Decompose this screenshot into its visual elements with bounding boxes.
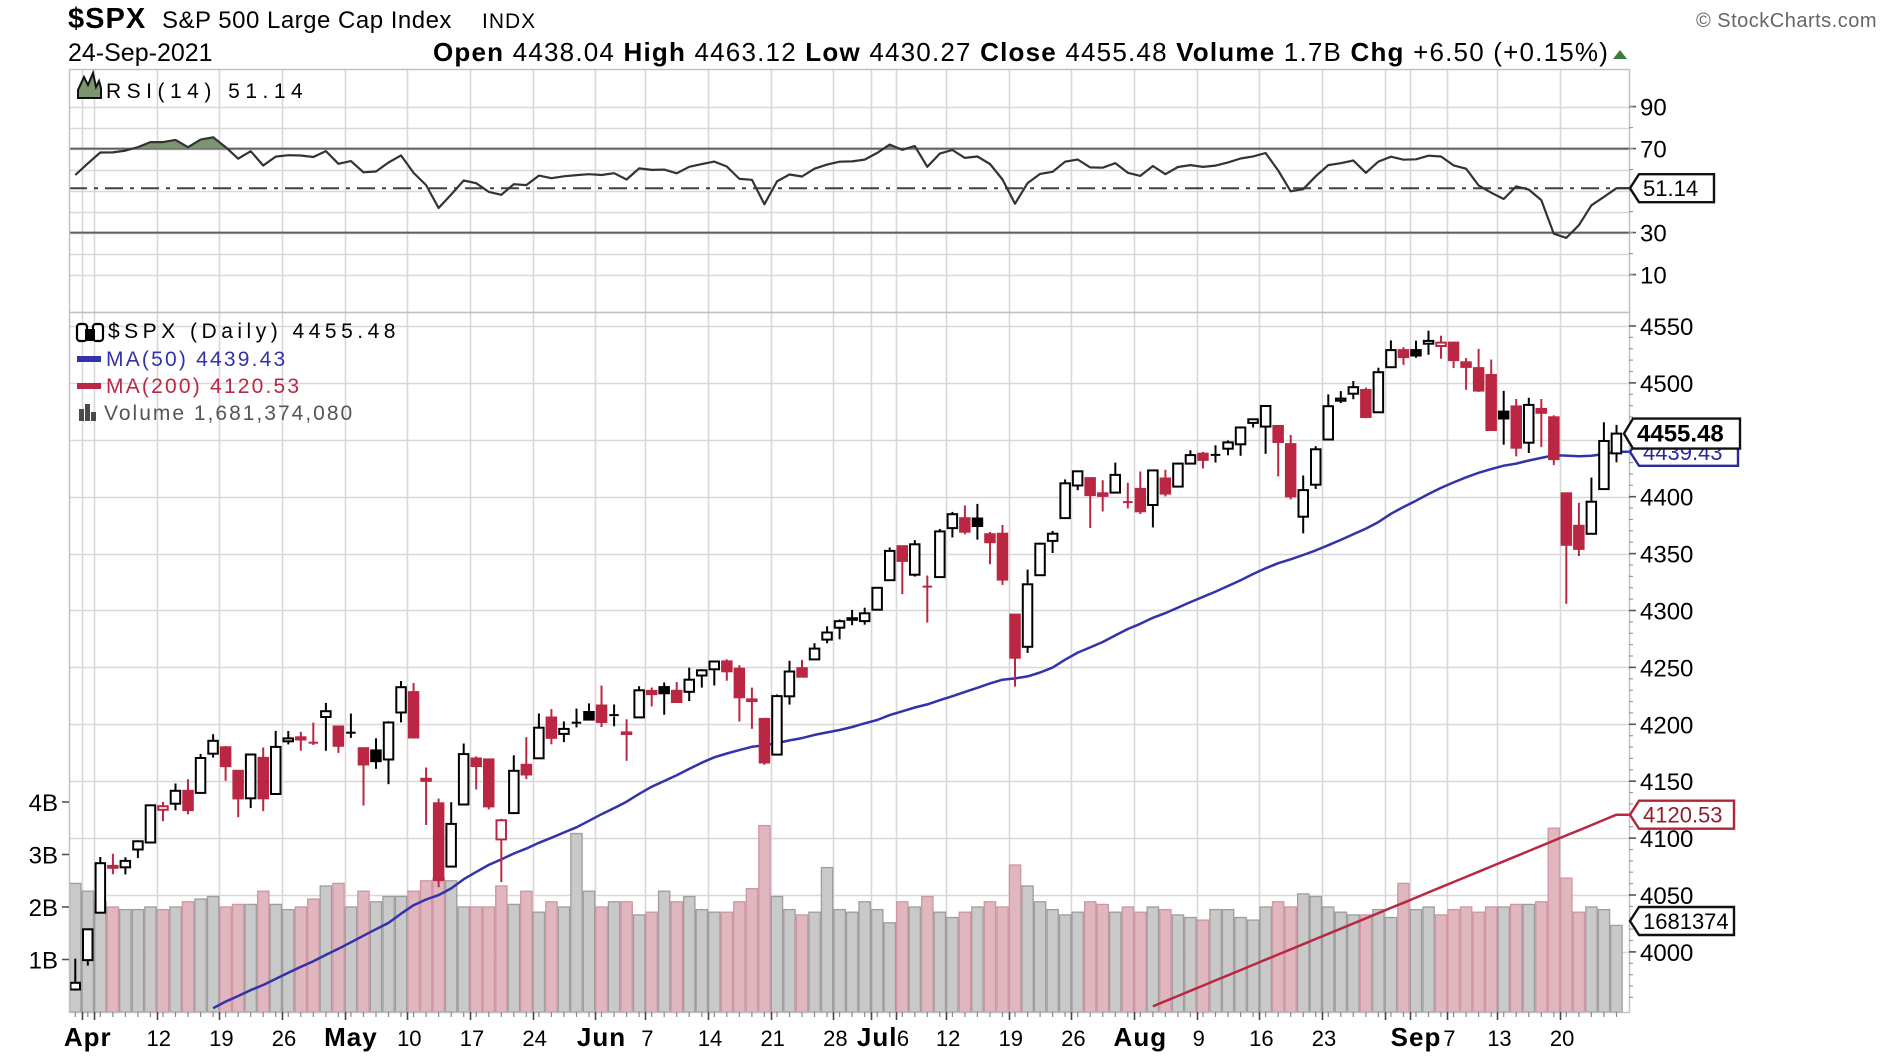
svg-text:30: 30 — [1640, 221, 1667, 248]
svg-text:4200: 4200 — [1640, 712, 1693, 739]
svg-text:26: 26 — [1061, 1026, 1085, 1051]
svg-text:4150: 4150 — [1640, 769, 1693, 796]
svg-text:4050: 4050 — [1640, 883, 1693, 910]
svg-text:24: 24 — [522, 1026, 546, 1051]
svg-text:20: 20 — [1550, 1026, 1574, 1051]
svg-text:RSI(14) 51.14: RSI(14) 51.14 — [106, 80, 308, 103]
svg-text:Open 4438.04 High 4463.12 Low: Open 4438.04 High 4463.12 Low 4430.27 Cl… — [433, 37, 1609, 67]
svg-text:$SPX (Daily) 4455.48: $SPX (Daily) 4455.48 — [108, 320, 400, 343]
svg-text:70: 70 — [1640, 137, 1667, 164]
svg-text:4300: 4300 — [1640, 599, 1693, 626]
svg-text:2B: 2B — [29, 895, 58, 922]
svg-text:May: May — [324, 1022, 378, 1052]
svg-text:$SPX: $SPX — [68, 3, 146, 35]
svg-text:12: 12 — [936, 1026, 960, 1051]
svg-text:12: 12 — [146, 1026, 170, 1051]
svg-text:MA(200) 4120.53: MA(200) 4120.53 — [106, 375, 301, 398]
svg-text:90: 90 — [1640, 95, 1667, 122]
svg-text:© StockCharts.com: © StockCharts.com — [1696, 10, 1877, 32]
svg-text:4500: 4500 — [1640, 371, 1693, 398]
svg-text:4550: 4550 — [1640, 314, 1693, 341]
svg-text:14: 14 — [698, 1026, 722, 1051]
svg-text:13: 13 — [1487, 1026, 1511, 1051]
svg-text:24-Sep-2021: 24-Sep-2021 — [68, 39, 213, 67]
svg-text:4120.53: 4120.53 — [1643, 803, 1723, 828]
svg-text:4B: 4B — [29, 790, 58, 817]
svg-text:26: 26 — [272, 1026, 296, 1051]
svg-text:9: 9 — [1193, 1026, 1205, 1051]
svg-text:MA(50) 4439.43: MA(50) 4439.43 — [106, 348, 287, 371]
svg-text:Aug: Aug — [1114, 1022, 1168, 1052]
svg-text:10: 10 — [397, 1026, 421, 1051]
svg-text:S&P 500 Large Cap Index: S&P 500 Large Cap Index — [162, 7, 452, 34]
svg-text:21: 21 — [760, 1026, 784, 1051]
svg-text:23: 23 — [1312, 1026, 1336, 1051]
svg-text:1681374: 1681374 — [1643, 909, 1729, 934]
svg-text:17: 17 — [460, 1026, 484, 1051]
svg-text:16: 16 — [1249, 1026, 1273, 1051]
svg-text:4400: 4400 — [1640, 485, 1693, 512]
svg-text:Jun: Jun — [577, 1022, 626, 1052]
svg-text:7: 7 — [641, 1026, 653, 1051]
svg-text:19: 19 — [209, 1026, 233, 1051]
svg-text:7: 7 — [1443, 1026, 1455, 1051]
svg-text:Volume 1,681,374,080: Volume 1,681,374,080 — [104, 402, 354, 425]
svg-text:INDX: INDX — [482, 10, 536, 33]
svg-text:3B: 3B — [29, 843, 58, 870]
svg-text:28: 28 — [823, 1026, 847, 1051]
svg-text:Sep: Sep — [1391, 1022, 1442, 1052]
svg-text:4250: 4250 — [1640, 655, 1693, 682]
svg-text:19: 19 — [999, 1026, 1023, 1051]
svg-text:51.14: 51.14 — [1643, 176, 1698, 201]
svg-text:4455.48: 4455.48 — [1637, 421, 1724, 448]
svg-text:4100: 4100 — [1640, 826, 1693, 853]
svg-text:6: 6 — [897, 1026, 909, 1051]
svg-text:Apr: Apr — [64, 1022, 112, 1052]
svg-text:4000: 4000 — [1640, 940, 1693, 967]
svg-text:4350: 4350 — [1640, 542, 1693, 569]
svg-text:Jul: Jul — [857, 1022, 898, 1052]
svg-text:10: 10 — [1640, 263, 1667, 290]
svg-text:1B: 1B — [29, 948, 58, 975]
